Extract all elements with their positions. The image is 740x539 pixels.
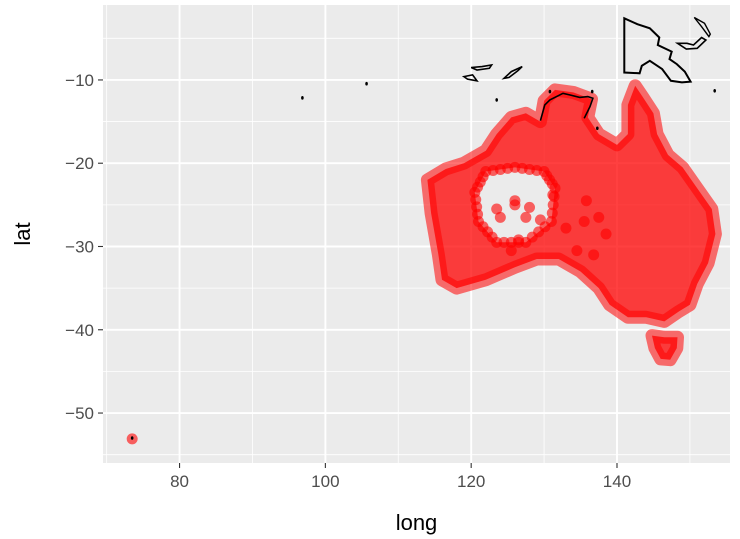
data-point [477, 171, 489, 183]
data-point [509, 195, 521, 207]
outline-island [548, 89, 552, 94]
points-edge-tasmania [645, 329, 684, 367]
data-point [560, 222, 572, 234]
outline-timor [501, 65, 523, 80]
x-axis-title: long [396, 510, 438, 535]
y-tick-label: −40 [65, 321, 94, 340]
y-tick-label: −10 [65, 71, 94, 90]
data-point [548, 191, 560, 203]
data-point [593, 211, 605, 223]
data-point [494, 211, 506, 223]
data-point [505, 245, 517, 257]
data-point [524, 201, 536, 213]
x-axis-ticks: 80 100 120 140 [170, 463, 631, 491]
map-outline-layer [130, 16, 716, 440]
x-tick-label: 80 [170, 472, 189, 491]
x-tick-label: 140 [603, 472, 631, 491]
y-tick-label: −30 [65, 237, 94, 256]
y-axis-title: lat [10, 222, 35, 245]
data-point [549, 182, 561, 194]
outline-island [495, 98, 498, 102]
x-tick-label: 120 [457, 472, 485, 491]
outline-island [590, 89, 594, 94]
outline-island [365, 81, 368, 86]
data-point [580, 195, 592, 207]
data-point [578, 216, 590, 228]
data-point [546, 207, 558, 219]
y-axis-ticks: −10 −20 −30 −40 −50 [65, 71, 103, 423]
data-point [600, 228, 612, 240]
outline-flores [470, 63, 494, 71]
y-tick-label: −20 [65, 154, 94, 173]
y-tick-label: −50 [65, 404, 94, 423]
data-point [588, 249, 600, 261]
outline-australia-north [539, 92, 594, 121]
data-point [547, 199, 559, 211]
outline-island [130, 436, 134, 440]
x-tick-label: 100 [311, 472, 339, 491]
outline-papua-new-guinea [623, 16, 693, 84]
outline-island [301, 96, 304, 100]
outline-new-ireland [693, 16, 712, 38]
data-point [520, 211, 532, 223]
data-point [571, 245, 583, 257]
points-cluster-mainland [427, 85, 716, 322]
data-point [491, 203, 503, 215]
points-layer [126, 79, 722, 445]
outline-new-britain [674, 36, 708, 50]
outline-sumba [461, 74, 479, 82]
outline-island [713, 88, 716, 93]
outline-island [596, 126, 599, 131]
